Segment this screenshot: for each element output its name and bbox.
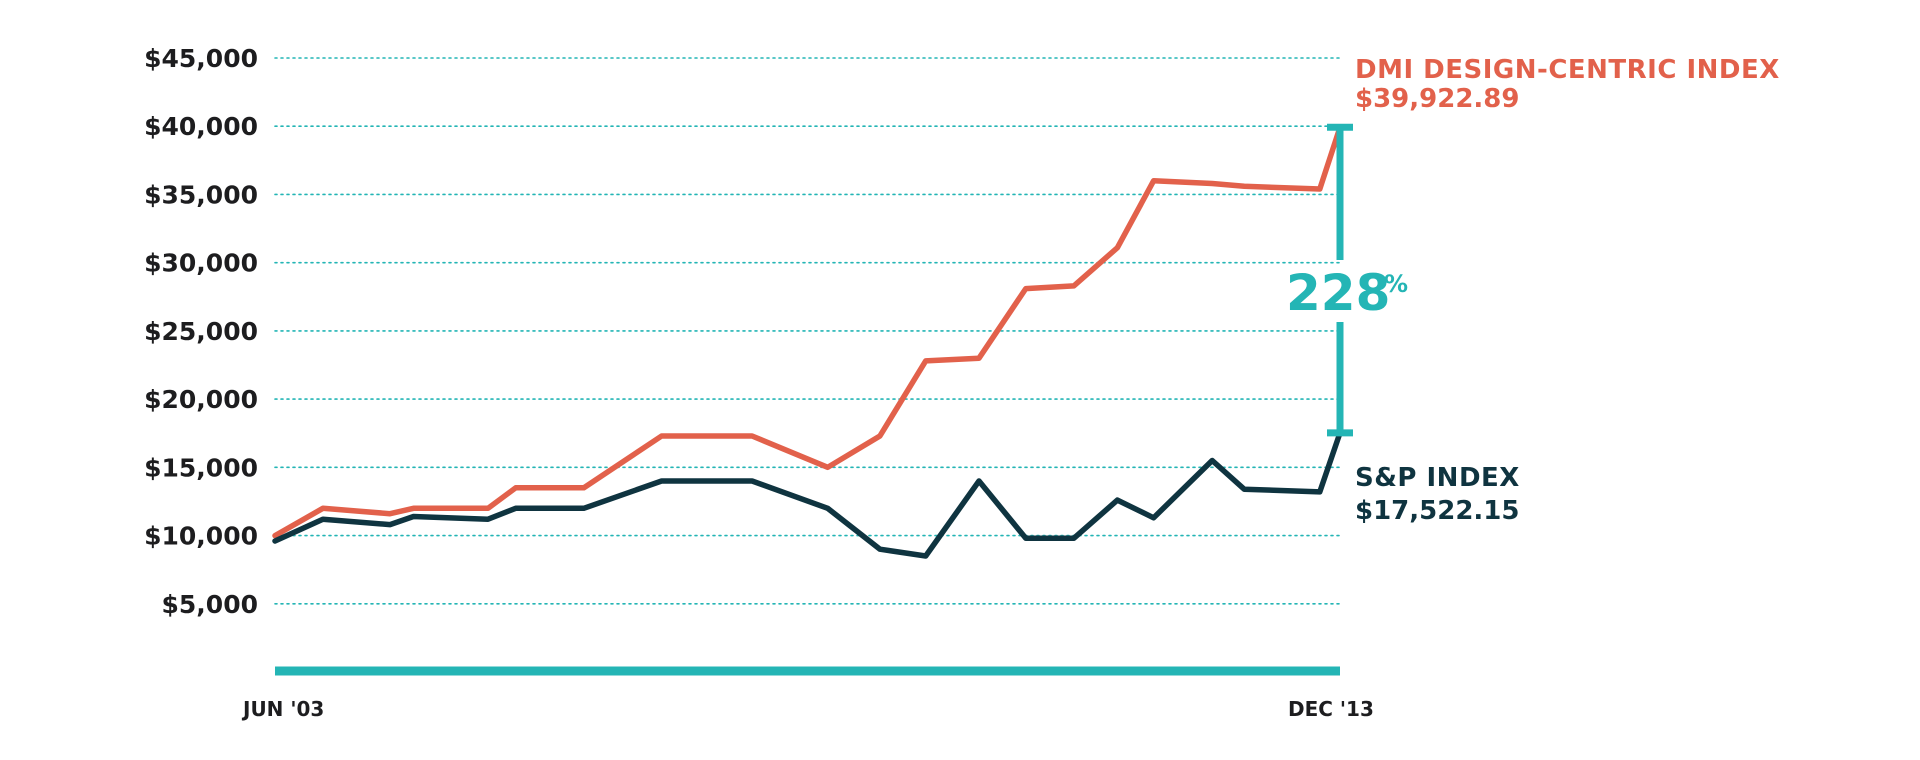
growth-percentage-unit: % bbox=[1384, 270, 1408, 298]
grid-lines bbox=[274, 57, 1341, 605]
y-tick-label: $10,000 bbox=[144, 522, 258, 551]
y-axis-tick-labels: $5,000 $10,000 $15,000 $20,000 $25,000 $30,00… bbox=[144, 44, 258, 619]
growth-percentage-value: 228 bbox=[1286, 264, 1390, 322]
x-end-label: DEC '13 bbox=[1288, 697, 1374, 721]
dmi-series-name: DMI DESIGN-CENTRIC INDEX bbox=[1355, 55, 1780, 85]
series-lines bbox=[272, 124, 1343, 559]
growth-bracket: 228 % bbox=[1286, 123, 1408, 437]
y-tick-label: $40,000 bbox=[144, 112, 258, 141]
dmi-series-final-value: $39,922.89 bbox=[1355, 84, 1519, 114]
y-tick-label: $30,000 bbox=[144, 249, 258, 278]
y-tick-label: $5,000 bbox=[162, 590, 258, 619]
y-tick-label: $35,000 bbox=[144, 180, 258, 209]
sp-series-final-value: $17,522.15 bbox=[1355, 496, 1519, 526]
x-start-label: JUN '03 bbox=[241, 697, 324, 721]
y-tick-label: $20,000 bbox=[144, 385, 258, 414]
dmi-series-line bbox=[272, 124, 1343, 539]
sp-series-line bbox=[272, 430, 1343, 559]
sp-series-name: S&P INDEX bbox=[1355, 463, 1520, 493]
y-tick-label: $15,000 bbox=[144, 453, 258, 482]
y-tick-label: $45,000 bbox=[144, 44, 258, 73]
y-tick-label: $25,000 bbox=[144, 317, 258, 346]
